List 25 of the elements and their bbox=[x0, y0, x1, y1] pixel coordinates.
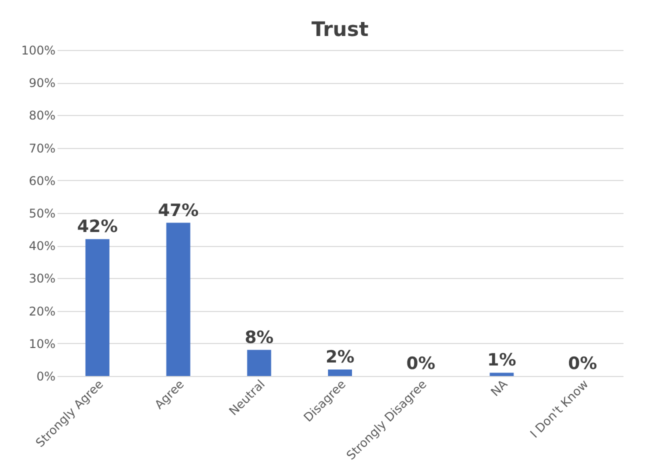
y-tick-label: 20% bbox=[28, 304, 56, 318]
data-label: 1% bbox=[487, 350, 516, 371]
y-tick-label: 0% bbox=[36, 370, 56, 384]
y-tick-label: 100% bbox=[21, 44, 56, 58]
chart-title: Trust bbox=[311, 17, 369, 41]
y-tick-label: 40% bbox=[28, 239, 56, 254]
bar bbox=[166, 222, 190, 376]
y-tick-label: 30% bbox=[28, 272, 56, 286]
y-tick-label: 60% bbox=[28, 174, 56, 188]
x-tick-label: NA bbox=[488, 376, 511, 400]
bar bbox=[85, 239, 110, 376]
y-tick-label: 70% bbox=[28, 141, 56, 156]
y-tick-label: 80% bbox=[28, 108, 56, 123]
y-tick-label: 50% bbox=[28, 206, 56, 220]
data-label: 8% bbox=[244, 328, 274, 348]
data-label: 47% bbox=[158, 200, 199, 221]
data-label: 2% bbox=[326, 347, 354, 368]
y-tick-label: 90% bbox=[28, 76, 56, 90]
data-label: 0% bbox=[406, 354, 436, 374]
data-label: 0% bbox=[568, 354, 598, 374]
bar bbox=[247, 350, 272, 376]
bar bbox=[328, 369, 352, 376]
data-label: 42% bbox=[77, 217, 118, 238]
y-tick-label: 10% bbox=[28, 336, 56, 351]
bar bbox=[490, 372, 514, 376]
